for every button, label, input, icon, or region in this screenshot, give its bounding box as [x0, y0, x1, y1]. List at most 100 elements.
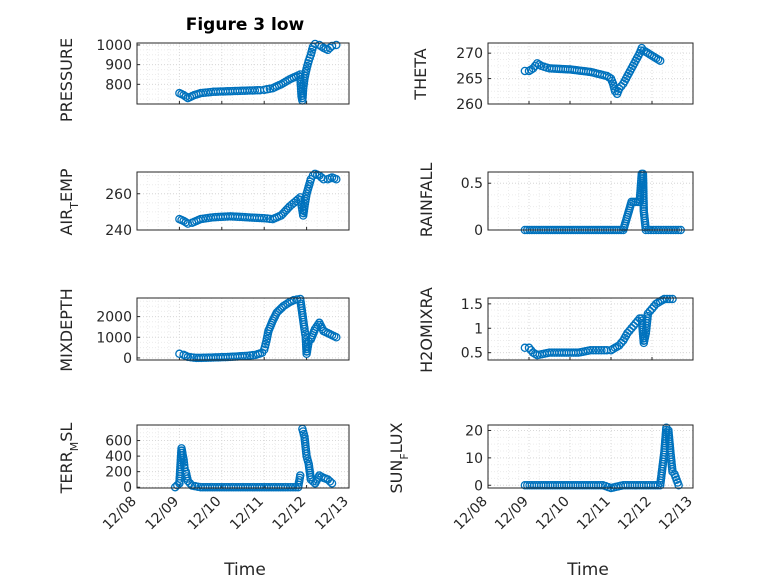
data-point	[181, 218, 191, 227]
data-point	[332, 333, 341, 342]
data-point	[295, 471, 305, 480]
data-point	[186, 352, 195, 362]
data-point	[625, 326, 634, 335]
axes-box	[487, 42, 694, 105]
series-air-temp	[175, 169, 341, 228]
subplot-mixdepth: MIXDEPTH	[57, 288, 76, 371]
axes-box	[136, 171, 350, 231]
series-mixdepth	[175, 294, 341, 363]
data-point	[627, 324, 636, 333]
plot-area-theta: 260 265 270	[456, 42, 694, 113]
data-point	[653, 55, 663, 64]
data-point	[524, 343, 534, 353]
subplot-rainfall: RAINFALL	[417, 163, 436, 238]
data-point	[279, 302, 288, 311]
series-h2omixra	[520, 294, 677, 360]
axes-box	[487, 171, 694, 231]
data-point	[643, 309, 653, 318]
x-axis-label-right: Time	[566, 560, 609, 580]
data-point	[332, 174, 341, 184]
y-tick-label: 265	[456, 72, 483, 88]
data-point	[181, 92, 191, 101]
series-theta	[520, 43, 665, 99]
data-point	[528, 64, 538, 73]
plot-area-h2omixra: 0.5 1 1.5	[461, 294, 694, 362]
data-point	[259, 213, 269, 223]
series-terr-msl	[170, 424, 337, 492]
data-point	[655, 56, 665, 66]
data-point	[647, 304, 657, 313]
axes-box	[136, 424, 350, 489]
data-point	[242, 351, 252, 361]
data-point	[623, 328, 632, 338]
y-tick-label: 10	[465, 451, 483, 467]
subplot-theta: THETA	[411, 48, 430, 100]
data-point	[665, 294, 675, 304]
y-tick-label: 1	[474, 321, 483, 337]
data-point	[325, 477, 335, 486]
y-tick-label: 260	[456, 97, 483, 113]
data-point	[668, 294, 677, 304]
y-axis-label-h2omixra: H2OMIXRA	[417, 287, 436, 373]
y-tick-label: 20	[465, 423, 483, 439]
plot-area-pressure: 800 900 1000	[96, 38, 350, 105]
data-point	[327, 41, 337, 51]
plot-area-rainfall: 00.5	[461, 169, 694, 239]
data-point	[629, 321, 638, 331]
subplot-h2omixra: H2OMIXRA	[417, 287, 436, 373]
y-tick-label: 270	[456, 46, 483, 62]
axes-box	[487, 424, 694, 489]
y-tick-label: 0	[123, 351, 132, 367]
y-tick-label: 0	[474, 478, 483, 494]
data-point	[250, 86, 260, 95]
y-axis-label-rainfall: RAINFALL	[417, 163, 436, 238]
data-point	[588, 345, 598, 355]
data-point	[245, 351, 255, 360]
y-axis-label-pressure: PRESSURE	[57, 38, 76, 122]
data-point	[591, 345, 601, 355]
data-point	[660, 294, 669, 304]
data-point	[183, 476, 193, 486]
data-point	[614, 341, 624, 350]
y-tick-label: 0	[474, 223, 483, 239]
data-point	[332, 40, 341, 50]
y-axis-label-mixdepth: MIXDEPTH	[57, 288, 76, 371]
data-point	[535, 60, 544, 69]
data-point	[327, 479, 337, 488]
data-point	[586, 345, 595, 355]
data-point	[283, 299, 292, 308]
data-point	[662, 294, 672, 304]
y-tick-label: 1000	[96, 330, 132, 346]
y-tick-label: 600	[105, 434, 132, 450]
data-point	[633, 316, 642, 326]
y-tick-label: 800	[105, 77, 132, 93]
y-tick-label: 400	[105, 449, 132, 465]
subplot-pressure: PRESSURE	[57, 38, 76, 122]
axes-box	[136, 42, 350, 105]
y-axis-label-theta: THETA	[411, 48, 430, 100]
y-tick-label: 1000	[96, 38, 132, 54]
y-tick-label: 0	[123, 480, 132, 496]
x-axis-label-left: Time	[223, 560, 266, 580]
plot-area-mixdepth: 0 1000 2000	[96, 294, 350, 367]
data-point	[651, 481, 660, 490]
data-point	[614, 84, 624, 94]
data-point	[602, 345, 612, 355]
figure-title: Figure 3 low	[186, 15, 305, 35]
axes-box	[136, 297, 350, 361]
data-point	[288, 482, 298, 492]
data-point	[594, 345, 603, 355]
y-tick-label: 260	[105, 187, 132, 203]
data-point	[281, 300, 290, 310]
data-point	[645, 306, 655, 316]
series-sun-flux	[520, 423, 683, 493]
axes-box	[487, 297, 694, 361]
data-point	[597, 345, 606, 355]
data-point	[530, 61, 540, 71]
y-tick-label: 2000	[96, 310, 132, 326]
data-point	[520, 66, 530, 76]
data-point	[179, 216, 188, 226]
plot-area-air-temp: 240 260	[105, 169, 350, 239]
data-point	[596, 481, 605, 490]
